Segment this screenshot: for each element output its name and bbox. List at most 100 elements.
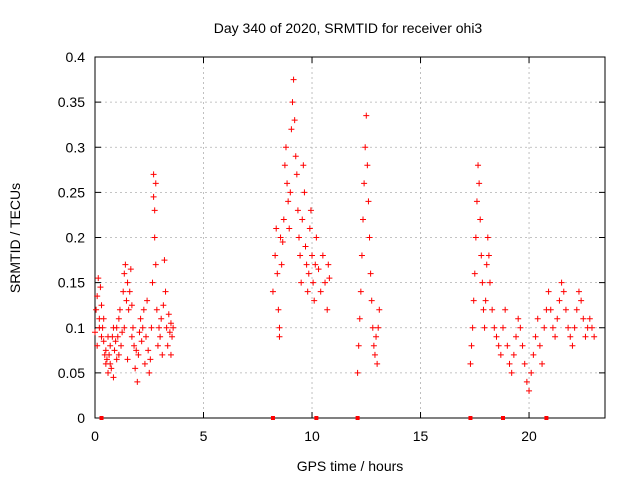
data-point bbox=[506, 360, 513, 367]
data-point bbox=[311, 297, 318, 304]
data-point bbox=[109, 333, 116, 340]
data-point bbox=[591, 333, 598, 340]
data-point bbox=[361, 180, 368, 187]
data-point bbox=[360, 216, 367, 223]
data-point bbox=[105, 369, 112, 376]
data-point bbox=[307, 207, 314, 214]
data-point bbox=[282, 144, 289, 151]
data-point bbox=[103, 356, 110, 363]
data-point bbox=[367, 270, 374, 277]
data-point bbox=[143, 333, 149, 340]
data-point bbox=[362, 144, 369, 151]
data-point bbox=[500, 324, 506, 331]
data-point bbox=[137, 315, 144, 322]
data-point bbox=[541, 324, 548, 331]
x-tick-label: 15 bbox=[413, 428, 429, 444]
data-point bbox=[128, 302, 135, 309]
data-point bbox=[156, 324, 163, 331]
data-point bbox=[515, 315, 522, 322]
data-point bbox=[169, 333, 176, 340]
data-point bbox=[560, 288, 567, 295]
data-point bbox=[477, 216, 484, 223]
data-point bbox=[475, 162, 482, 169]
data-point bbox=[571, 324, 578, 331]
zero-marker bbox=[314, 416, 319, 420]
data-point bbox=[299, 216, 306, 223]
data-point bbox=[132, 365, 139, 372]
data-point bbox=[140, 306, 147, 313]
data-point bbox=[125, 306, 132, 313]
data-point bbox=[324, 306, 331, 313]
data-point bbox=[298, 279, 305, 286]
data-point bbox=[114, 333, 121, 340]
data-point bbox=[575, 288, 582, 295]
data-point bbox=[291, 117, 298, 124]
zero-marker bbox=[544, 416, 549, 420]
y-tick-label: 0.35 bbox=[58, 94, 85, 110]
data-point bbox=[580, 315, 587, 322]
data-point bbox=[363, 112, 370, 119]
data-point bbox=[562, 306, 569, 313]
data-point bbox=[113, 356, 120, 363]
data-point bbox=[145, 347, 152, 354]
data-point bbox=[536, 342, 543, 349]
data-point bbox=[588, 324, 595, 331]
data-point bbox=[147, 356, 154, 363]
y-tick-label: 0.3 bbox=[66, 139, 86, 155]
data-point bbox=[523, 378, 530, 385]
data-point bbox=[569, 342, 576, 349]
data-point bbox=[126, 288, 133, 295]
data-point bbox=[148, 324, 155, 331]
data-point bbox=[547, 306, 554, 313]
data-point bbox=[325, 261, 332, 268]
data-point bbox=[161, 257, 168, 264]
data-point bbox=[306, 225, 313, 232]
data-point bbox=[107, 360, 114, 367]
data-point bbox=[278, 261, 285, 268]
data-point bbox=[133, 347, 140, 354]
data-point bbox=[111, 347, 118, 354]
y-tick-label: 0.2 bbox=[66, 230, 86, 246]
axis-ticks: 0 0.05 0.1 0.15 0.2 0.25 0.3 0.35 0.4 0 5 10 15 20 bbox=[58, 49, 605, 444]
data-point bbox=[297, 252, 304, 259]
data-point bbox=[159, 351, 166, 358]
data-point bbox=[510, 351, 517, 358]
data-point bbox=[151, 207, 158, 214]
data-point bbox=[486, 279, 493, 286]
data-point bbox=[146, 369, 153, 376]
data-point bbox=[158, 315, 165, 322]
data-point bbox=[141, 360, 148, 367]
data-point bbox=[102, 347, 109, 354]
x-tick-label: 5 bbox=[200, 428, 208, 444]
data-point bbox=[556, 297, 563, 304]
data-point bbox=[521, 360, 528, 367]
data-point bbox=[376, 306, 383, 313]
data-point bbox=[476, 180, 483, 187]
data-point bbox=[365, 198, 372, 205]
x-tick-label: 10 bbox=[304, 428, 320, 444]
data-point bbox=[508, 369, 515, 376]
data-point bbox=[98, 333, 105, 340]
data-point bbox=[373, 333, 380, 340]
x-tick-label: 0 bbox=[91, 428, 99, 444]
data-point bbox=[115, 315, 122, 322]
data-point bbox=[294, 207, 301, 214]
data-point bbox=[136, 329, 143, 336]
data-point bbox=[296, 234, 302, 241]
data-point bbox=[467, 360, 474, 367]
data-point bbox=[473, 198, 480, 205]
data-point bbox=[478, 252, 485, 259]
data-point bbox=[150, 193, 157, 200]
data-point bbox=[586, 315, 593, 322]
data-point bbox=[160, 302, 167, 309]
data-point bbox=[106, 351, 113, 358]
data-point bbox=[121, 270, 128, 277]
y-tick-label: 0.15 bbox=[58, 275, 85, 291]
data-point bbox=[152, 180, 159, 187]
data-point bbox=[305, 270, 312, 277]
data-point bbox=[107, 342, 114, 349]
y-tick-label: 0.05 bbox=[58, 365, 85, 381]
data-point bbox=[120, 288, 127, 295]
data-point bbox=[164, 342, 171, 349]
x-axis-label: GPS time / hours bbox=[297, 458, 404, 474]
